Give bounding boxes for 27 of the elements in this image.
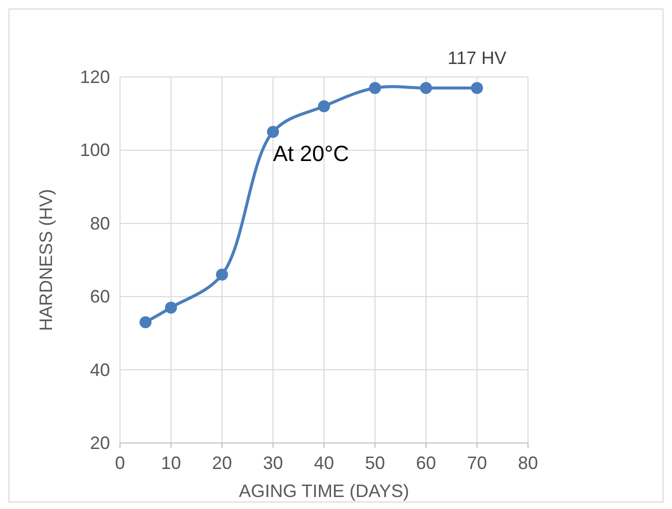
x-tick-label: 80 [518, 453, 538, 473]
point [165, 302, 177, 314]
x-tick-label: 50 [364, 453, 386, 473]
point [216, 268, 228, 281]
x-tick-label: 10 [160, 453, 182, 473]
y-tick-label: 40 [90, 360, 110, 380]
point [471, 82, 483, 94]
y-tick-label: 80 [90, 213, 110, 234]
y-axis-title: HARDNESS (HV) [36, 188, 56, 332]
annotation: At 20°C [273, 141, 350, 166]
y-tick-label: 100 [80, 140, 110, 160]
point [369, 82, 381, 94]
point [318, 100, 330, 112]
point [140, 316, 152, 328]
y-tick-label: 60 [90, 286, 110, 307]
point [420, 82, 432, 94]
x-axis-title: AGING TIME (DAYS) [238, 481, 410, 501]
x-tick-label: 30 [262, 453, 284, 473]
y-tick-label: 20 [90, 433, 110, 453]
x-tick-label: 40 [314, 453, 334, 473]
x-tick-label: 60 [416, 453, 436, 473]
point [267, 126, 279, 138]
x-tick-label: 0 [114, 453, 126, 473]
x-tick-label: 20 [212, 453, 232, 473]
x-tick-label: 70 [466, 453, 488, 473]
y-tick-label: 120 [80, 67, 110, 87]
annotation: 117 HV [448, 48, 506, 68]
